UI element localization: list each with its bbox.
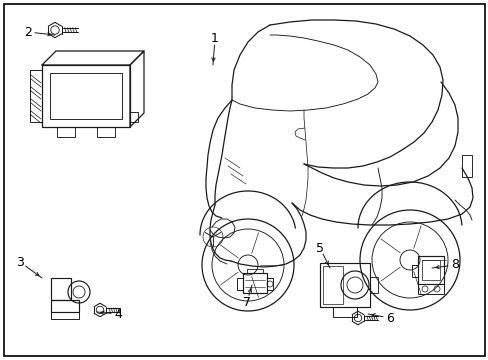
- Bar: [42, 65, 130, 127]
- Text: 7: 7: [243, 296, 250, 309]
- Text: 4: 4: [114, 307, 122, 320]
- Text: 5: 5: [315, 242, 324, 255]
- Bar: [50, 73, 122, 119]
- Bar: [319, 263, 369, 307]
- Bar: [237, 278, 243, 290]
- Bar: [97, 127, 115, 137]
- Bar: [369, 277, 377, 293]
- Bar: [51, 312, 79, 319]
- Bar: [421, 260, 439, 280]
- Text: 1: 1: [211, 31, 219, 45]
- Bar: [57, 127, 75, 137]
- Bar: [51, 278, 71, 300]
- Bar: [417, 256, 443, 284]
- Text: 6: 6: [385, 311, 393, 324]
- Bar: [323, 266, 342, 304]
- Bar: [411, 265, 417, 277]
- Bar: [243, 273, 266, 293]
- Bar: [332, 307, 356, 317]
- Text: 3: 3: [16, 256, 24, 269]
- Bar: [266, 278, 272, 290]
- Bar: [246, 269, 263, 273]
- Bar: [417, 284, 443, 294]
- Text: 2: 2: [24, 26, 32, 39]
- Text: 8: 8: [450, 258, 458, 271]
- Bar: [130, 112, 138, 122]
- Bar: [30, 70, 42, 122]
- Bar: [51, 300, 79, 312]
- Bar: [461, 155, 471, 177]
